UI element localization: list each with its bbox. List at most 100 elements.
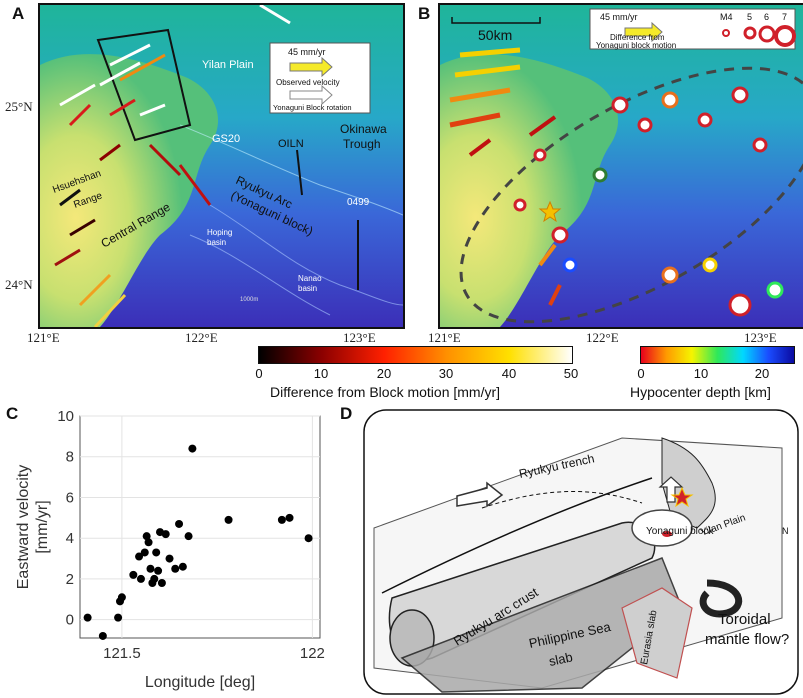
data-point (98, 631, 107, 640)
data-point (140, 548, 149, 557)
y-tick-label: 8 (66, 449, 74, 466)
data-point (184, 532, 193, 541)
trench-line (381, 477, 653, 594)
difference-arrow-icon (624, 21, 663, 43)
dashed-ellipse (459, 66, 803, 324)
cbar1-tick-40: 40 (501, 366, 517, 381)
beachball-m6-icon (758, 25, 776, 43)
contour-line (189, 234, 331, 316)
data-point (165, 554, 174, 563)
x-axis-label: Longitude [deg] (145, 674, 255, 691)
lon-label-122-b: 122°E (586, 330, 619, 345)
data-point (129, 570, 138, 579)
cbar2-tick-0: 0 (637, 366, 645, 381)
data-point (304, 534, 313, 543)
label-yilan-plain-a: Yilan Plain (202, 59, 254, 71)
beachballs (513, 86, 784, 317)
map-a: 45 mm/yr Observed velocity Yonaguni Bloc… (38, 3, 405, 329)
y-tick-labels: 0 2 4 6 8 10 (57, 408, 74, 629)
block-arrow-icon (289, 84, 333, 106)
label-trough: Trough (343, 137, 381, 151)
data-point (154, 566, 163, 575)
cbar1-tick-30: 30 (438, 366, 454, 381)
eurasia-slab-shape (621, 587, 693, 679)
data-point (142, 532, 151, 541)
y-tick-label: 4 (66, 530, 74, 547)
observed-arrow-icon (289, 56, 333, 78)
y-tick-label: 6 (66, 489, 74, 506)
label-nanao: Nanao (298, 274, 322, 283)
lon-label-123-a: 123°E (343, 330, 376, 345)
lon-label-121-b: 121°E (428, 330, 461, 345)
schematic-diagram: Ryukyu trench Yonaguni block Yilan Plain… (363, 409, 799, 695)
y-tick-label: 10 (57, 408, 74, 425)
label-station-0499: 0499 (347, 197, 370, 208)
data-point (224, 515, 233, 524)
data-point (175, 519, 184, 528)
data-point (188, 444, 197, 453)
data-point (150, 574, 159, 583)
contour-line (179, 124, 403, 216)
lon-label-123-b: 123°E (744, 330, 777, 345)
plot-frame (79, 415, 321, 639)
legend-block: Yonaguni Block rotation (273, 103, 352, 112)
beachball-m5-icon (743, 26, 757, 40)
legend-diff-1: Difference from (610, 33, 665, 42)
map-b: 50km 45 mm/yr Difference from Yonaguni b… (438, 3, 803, 329)
philippine-sea-slab-shape (400, 557, 683, 693)
label-depth-contour: 1000m (240, 297, 258, 303)
legend-mag-6: 6 (764, 12, 769, 22)
taiwan-landmass (40, 54, 219, 327)
cbar1-tick-10: 10 (313, 366, 329, 381)
x-tick-labels: 121.5 122 (103, 645, 325, 662)
legend-diff-2: Yonaguni block motion (596, 41, 676, 50)
taiwan-landmass-b (440, 54, 619, 327)
lat-label-25: 25°N (5, 99, 33, 114)
data-point (117, 593, 126, 602)
data-point (152, 548, 161, 557)
legend-mag-7: 7 (782, 12, 787, 22)
cbar2-tick-20: 20 (754, 366, 770, 381)
data-point (171, 564, 180, 573)
panel-c-letter: C (6, 404, 19, 423)
data-point (114, 613, 123, 622)
difference-arrows (449, 47, 562, 306)
label-slab: slab (548, 649, 574, 669)
label-hoping: Hoping (207, 228, 232, 237)
epicenter-star-icon (538, 200, 562, 223)
contour-line (209, 204, 403, 306)
uplift-arrow-icon (658, 476, 684, 503)
data-point (135, 552, 144, 561)
panel-a-letter: A (12, 4, 25, 23)
y-axis-label-line1: Eastward velocity (15, 465, 32, 590)
lon-label-122-a: 122°E (185, 330, 218, 345)
y-tick-label: 2 (66, 571, 74, 588)
map-b-svg: 50km 45 mm/yr Difference from Yonaguni b… (440, 5, 803, 327)
label-gs20: GS20 (212, 133, 240, 145)
cbar2-tick-10: 10 (693, 366, 709, 381)
legend-speed-b: 45 mm/yr (600, 12, 638, 22)
beachball-m7-icon (774, 25, 796, 47)
label-mantle-flow: mantle flow? (705, 631, 789, 648)
data-point (178, 562, 187, 571)
legend-mag-4: M4 (720, 12, 733, 22)
data-point (285, 513, 294, 522)
taiwan-block (661, 437, 716, 529)
lat-label-24: 24°N (5, 277, 33, 292)
data-point (146, 564, 155, 573)
legend-box-a (269, 42, 371, 114)
label-okinawa: Okinawa (340, 122, 387, 136)
trench-dashed-line (481, 491, 643, 509)
scatter-chart: 0 2 4 6 8 10 121.5 122 Eastward velocity [mm/y… (15, 408, 325, 691)
velocity-arrows (54, 5, 359, 327)
yonaguni-marker (662, 531, 672, 537)
data-point (157, 579, 166, 588)
legend-speed-a: 45 mm/yr (288, 47, 326, 57)
colorbar-depth-label: Hypocenter depth [km] (630, 384, 771, 400)
grid (80, 415, 320, 638)
motion-arrow-icon (456, 481, 504, 508)
scale-bar (451, 17, 541, 24)
data-point (144, 538, 153, 547)
colorbar-block-motion (258, 346, 573, 364)
yonaguni-block-shape (631, 509, 693, 547)
